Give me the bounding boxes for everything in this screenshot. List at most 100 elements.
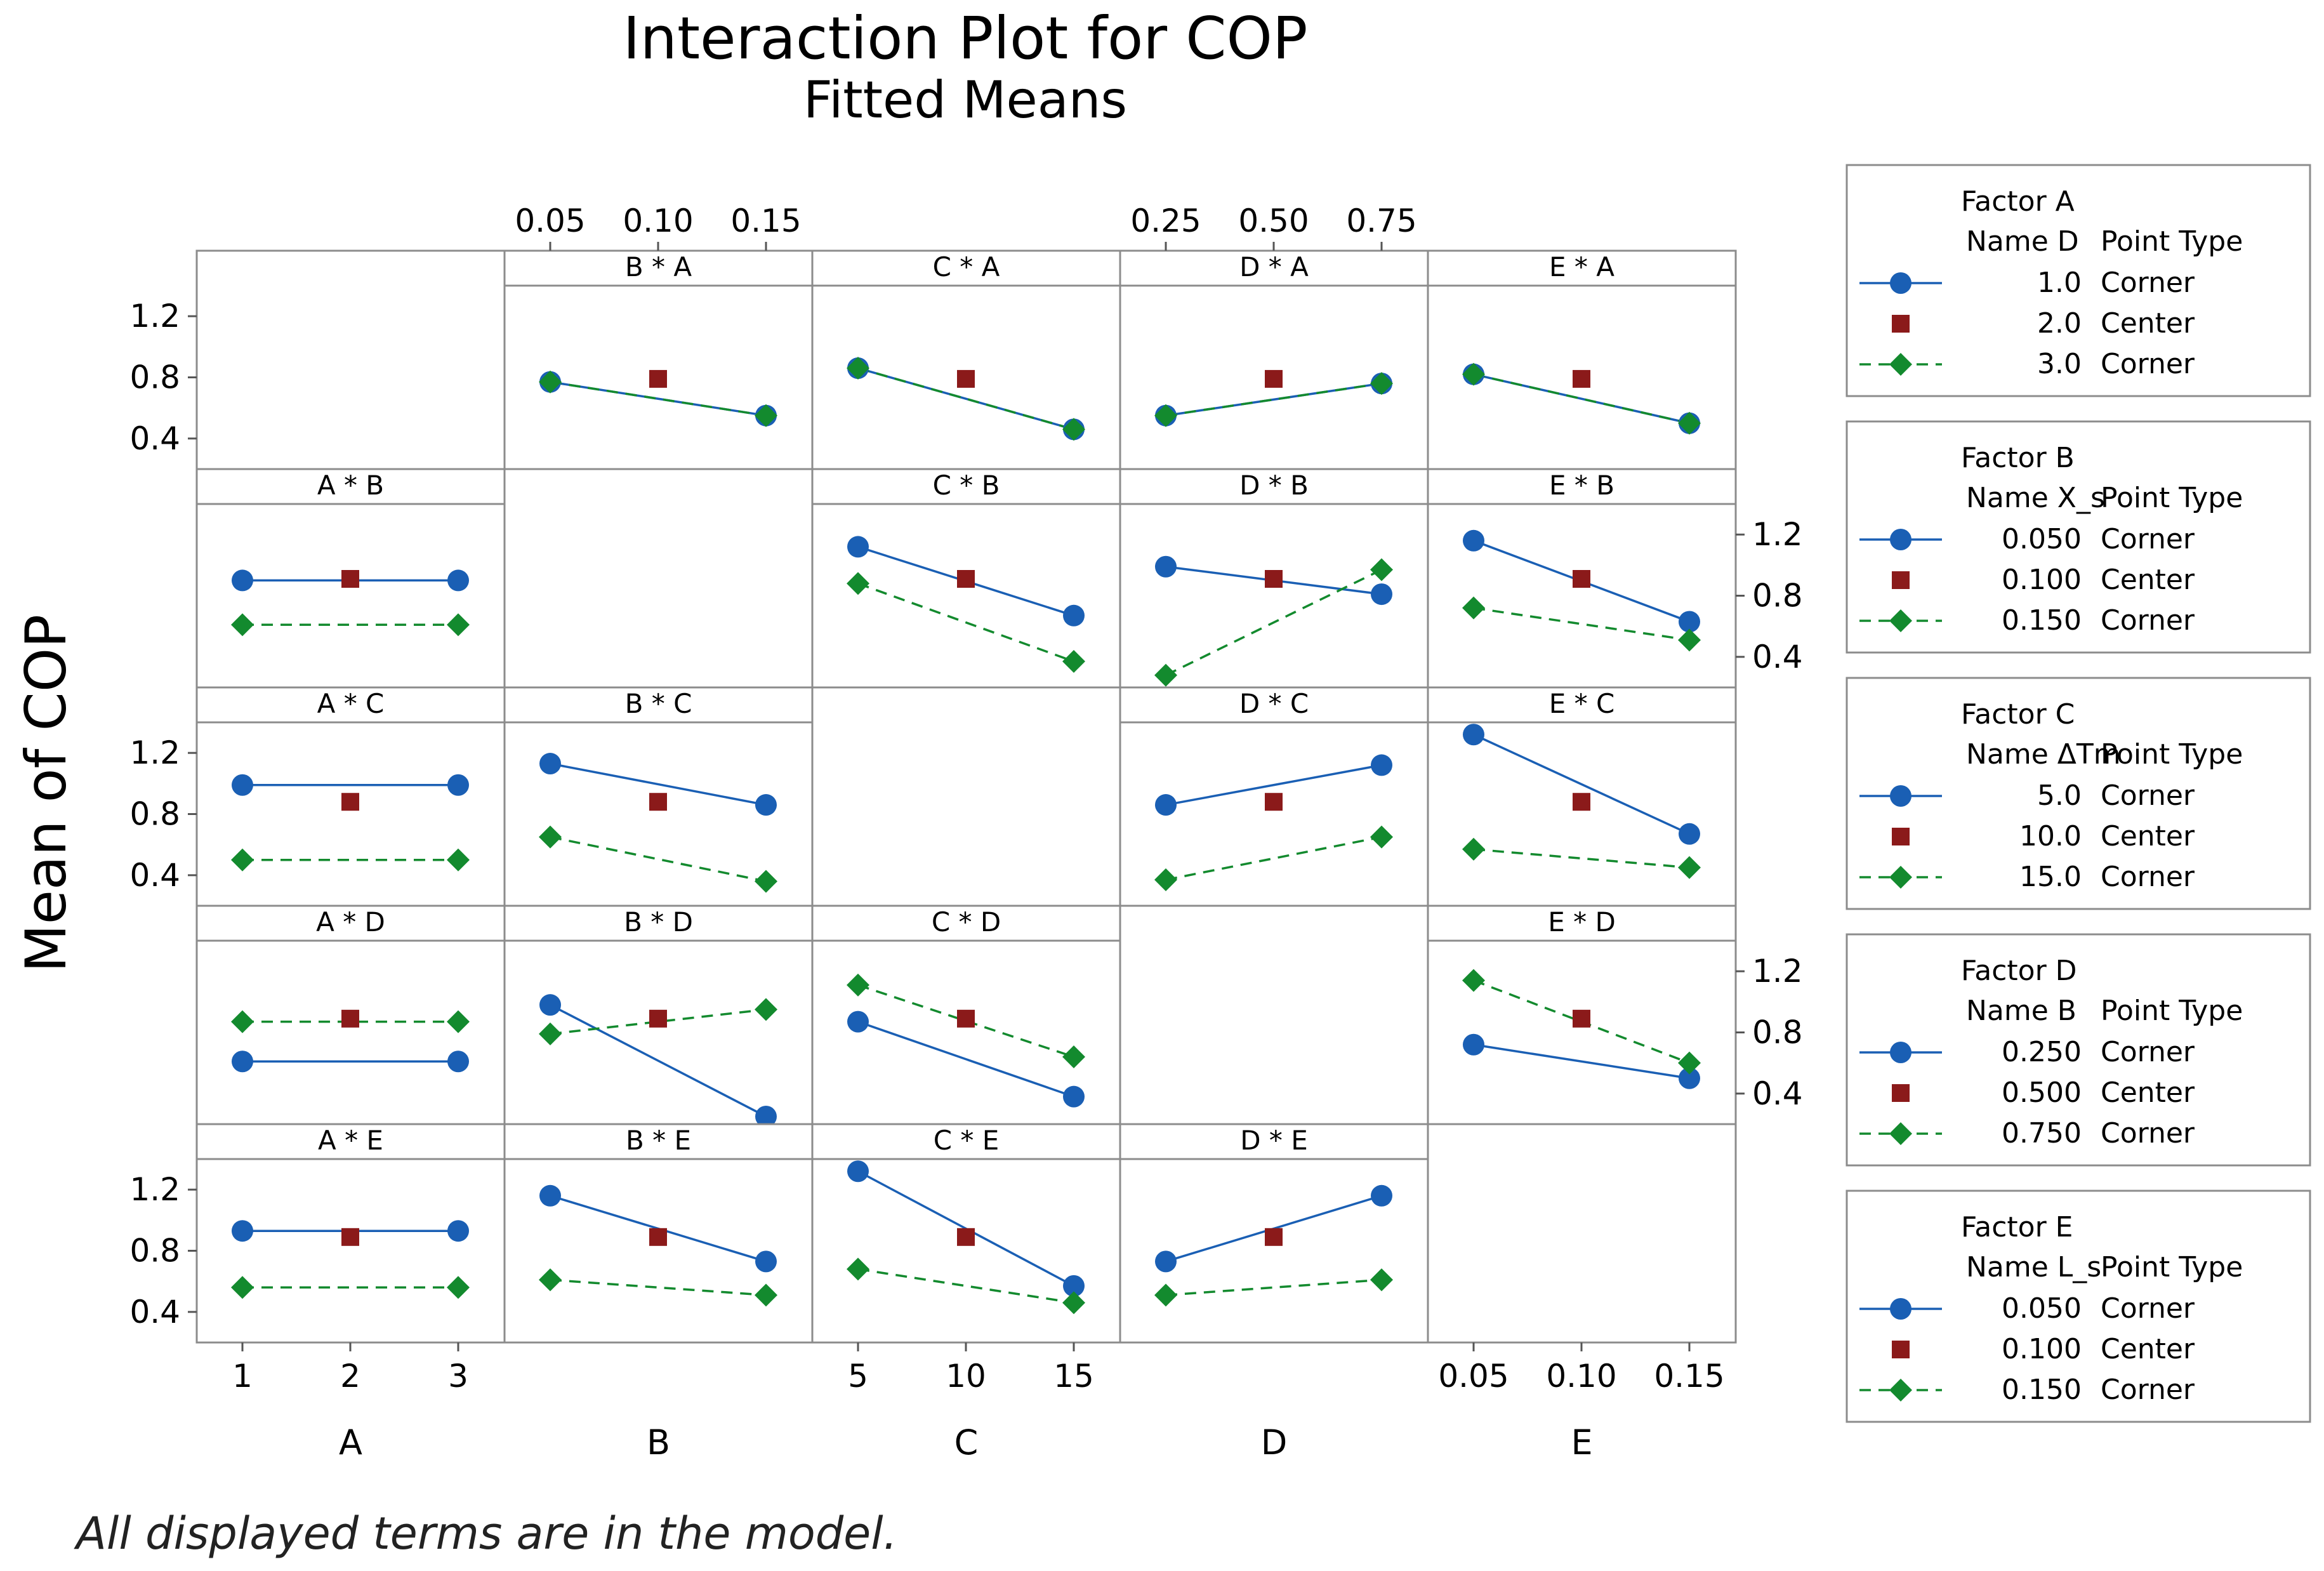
data-point-center xyxy=(649,793,667,811)
legend-point-type-header: Point Type xyxy=(2101,995,2243,1027)
legend-name-header: Name B xyxy=(1966,995,2076,1027)
data-point-low xyxy=(539,1184,561,1207)
legend-value: 0.050 xyxy=(2002,523,2082,555)
x-tick-label: 5 xyxy=(848,1358,868,1395)
panel-strip xyxy=(195,468,506,505)
legend-marker-center xyxy=(1892,1341,1910,1358)
panel-d-x-e: D * E xyxy=(1119,1123,1429,1307)
x-tick-label: 0.05 xyxy=(515,202,585,239)
y-tick-label: 0.8 xyxy=(1752,578,1803,614)
panel-strip xyxy=(195,1123,506,1160)
data-point-center xyxy=(341,570,359,588)
data-point-low xyxy=(755,1250,777,1273)
data-point-low xyxy=(539,753,561,775)
y-tick-label: 1.2 xyxy=(1752,516,1803,553)
legend-point-type: Center xyxy=(2101,820,2195,852)
panel-frame xyxy=(503,468,814,689)
data-point-high xyxy=(1154,868,1177,892)
y-tick-label: 0.8 xyxy=(129,1233,180,1269)
x-tick-label: 1 xyxy=(232,1358,253,1395)
panel-strip-label: A * E xyxy=(318,1125,383,1156)
data-point-high xyxy=(1370,372,1393,395)
panel-strip-label: C * A xyxy=(933,251,1000,282)
legend-box xyxy=(1845,420,2311,654)
panel-strip xyxy=(811,905,1121,942)
series-line-high xyxy=(1165,568,1382,677)
data-point-high xyxy=(847,973,869,997)
panel-strip-label: D * B xyxy=(1239,470,1309,501)
panel-frame xyxy=(811,686,1121,907)
data-point-high xyxy=(1678,411,1701,435)
legend-marker-low xyxy=(1890,1042,1911,1063)
panel-b-x-d: B * D xyxy=(503,905,814,1127)
series-line-high xyxy=(550,380,767,417)
series-line-high xyxy=(857,1268,1074,1304)
panel-strip-label: D * E xyxy=(1240,1125,1308,1156)
data-point-high xyxy=(447,1010,470,1033)
x-axis-label: A xyxy=(339,1422,362,1462)
panel-e-x-d: E * D xyxy=(1427,905,1737,1089)
y-tick-label: 1.2 xyxy=(129,1171,180,1208)
data-point-low xyxy=(1679,1067,1700,1089)
data-point-low xyxy=(447,1220,469,1242)
legend-value: 3.0 xyxy=(2037,348,2082,380)
data-point-high xyxy=(755,998,777,1021)
data-point-high xyxy=(1370,1268,1393,1292)
panel-frame xyxy=(195,249,506,470)
panel-a-x-c: A * C xyxy=(195,686,506,872)
data-point-high xyxy=(1062,1045,1085,1069)
series-line-high xyxy=(550,835,767,883)
series-line-low xyxy=(1473,373,1690,425)
x-axis-label: C xyxy=(954,1422,979,1462)
data-point-low xyxy=(232,569,253,592)
data-point-low xyxy=(1463,529,1484,552)
data-point-low xyxy=(447,1051,469,1073)
data-point-low xyxy=(1463,1033,1484,1056)
series-line-high xyxy=(1165,1278,1382,1297)
y-tick-label: 1.2 xyxy=(129,734,180,771)
x-axis-C-bottom: 5 10 15 C xyxy=(848,1342,1094,1462)
y-tick-label: 0.4 xyxy=(129,420,180,457)
legend-point-type: Corner xyxy=(2101,1117,2195,1150)
legend-marker-low xyxy=(1890,785,1911,807)
data-point-low xyxy=(232,774,253,796)
data-point-high xyxy=(847,1257,869,1281)
series-line-high xyxy=(1473,607,1690,642)
x-tick-label: 2 xyxy=(340,1358,360,1395)
legend-box xyxy=(1845,933,2311,1167)
data-point-high xyxy=(1062,1291,1085,1315)
data-point-center xyxy=(341,1009,359,1028)
legend-point-type-header: Point Type xyxy=(2101,738,2243,771)
legend-point-type-header: Point Type xyxy=(2101,482,2243,514)
data-point-high xyxy=(231,613,254,637)
data-point-center xyxy=(957,1228,975,1246)
panel-c-x-d: C * D xyxy=(811,905,1121,1108)
series-line-high xyxy=(1165,382,1382,417)
series-line-low xyxy=(1165,764,1382,806)
data-point-center xyxy=(1573,570,1590,588)
x-axis-A-bottom: 1 2 3 A xyxy=(232,1342,468,1462)
panel-strip-label: E * A xyxy=(1549,251,1614,282)
data-point-center xyxy=(1265,1228,1283,1246)
data-point-high xyxy=(231,848,254,872)
legend-point-type: Corner xyxy=(2101,779,2195,812)
legend-title: Factor A xyxy=(1961,185,2075,218)
legend-marker-low xyxy=(1890,272,1911,294)
y-axis-row-0-left: 0.4 0.8 1.2 xyxy=(129,298,197,457)
data-point-low xyxy=(232,1220,253,1242)
data-point-high xyxy=(755,404,777,427)
series-line-high xyxy=(1473,848,1690,869)
x-axis-E-bottom: 0.05 0.10 0.15 E xyxy=(1438,1342,1725,1462)
y-tick-label: 0.8 xyxy=(129,796,180,833)
series-line-low xyxy=(857,367,1074,431)
data-point-low xyxy=(1371,583,1392,606)
panel-strip xyxy=(811,1123,1121,1160)
legend-marker-high xyxy=(1889,353,1912,376)
data-point-high xyxy=(1462,362,1485,386)
data-point-low xyxy=(1155,1250,1177,1273)
legend-marker-center xyxy=(1892,828,1910,845)
panel-a-x-d: A * D xyxy=(195,905,506,1073)
panel-strip-label: E * B xyxy=(1549,470,1614,501)
